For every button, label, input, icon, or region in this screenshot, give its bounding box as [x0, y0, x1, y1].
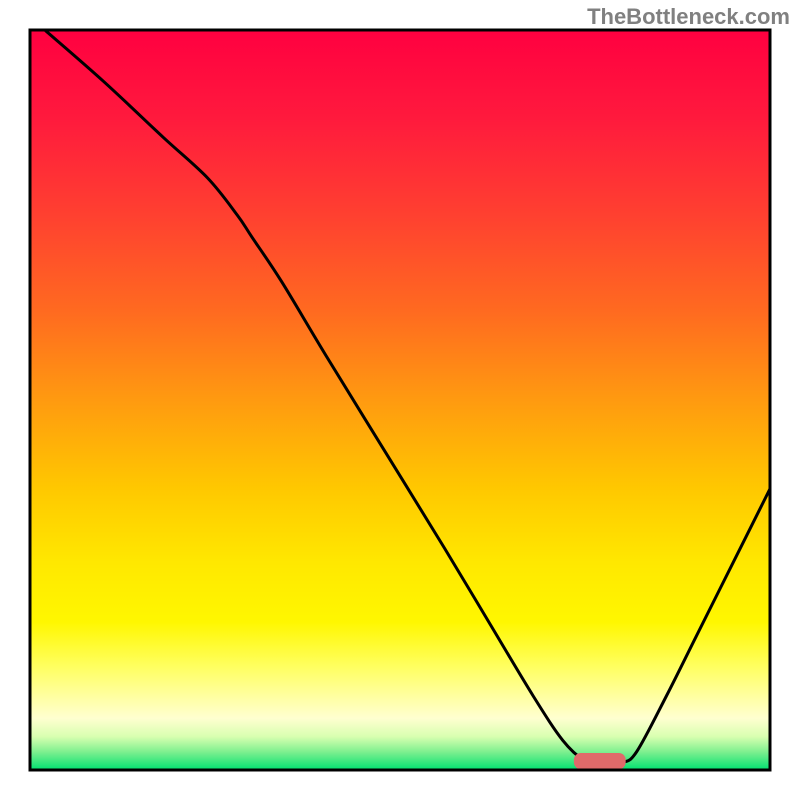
optimal-marker	[574, 753, 626, 769]
bottleneck-chart	[0, 0, 800, 800]
chart-container: TheBottleneck.com	[0, 0, 800, 800]
plot-background	[30, 30, 770, 770]
watermark-text: TheBottleneck.com	[587, 4, 790, 30]
